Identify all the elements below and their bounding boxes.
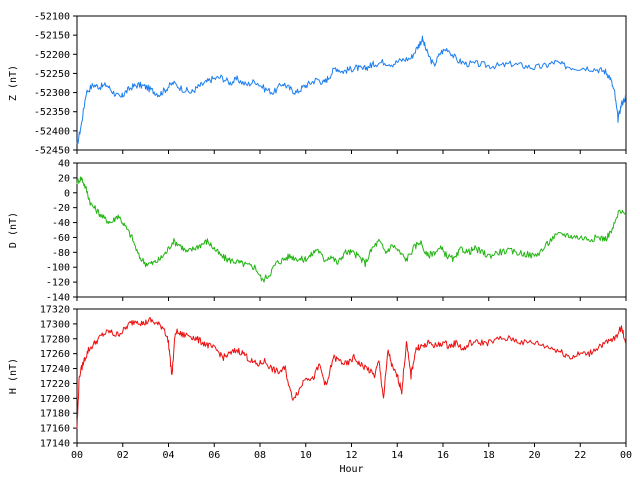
y-tick-label: 17160 <box>40 424 70 435</box>
y-tick-label: -20 <box>52 203 70 214</box>
y-tick-label: -52450 <box>34 146 70 157</box>
x-tick-label: 08 <box>254 450 266 461</box>
y-axis-label: H (nT) <box>8 358 19 394</box>
y-tick-label: 0 <box>64 188 70 199</box>
y-tick-label: 17140 <box>40 439 70 450</box>
panel-frame-1 <box>76 162 627 298</box>
x-axis-label: Hour <box>339 464 363 475</box>
y-tick-label: 17280 <box>40 334 70 345</box>
y-tick-label: 17320 <box>40 305 70 316</box>
series-line-2 <box>76 317 627 430</box>
y-tick-label: -52250 <box>34 69 70 80</box>
y-tick-label: -52350 <box>34 107 70 118</box>
y-tick-label: 40 <box>58 159 70 170</box>
y-tick-label: 17300 <box>40 319 70 330</box>
x-tick-label: 14 <box>391 450 403 461</box>
series-line-0 <box>76 35 627 144</box>
x-tick-label: 04 <box>162 450 174 461</box>
x-tick-label: 10 <box>300 450 312 461</box>
y-tick-label: -40 <box>52 218 70 229</box>
y-tick-label: -100 <box>46 263 70 274</box>
panel-frame-2 <box>76 308 627 444</box>
x-tick-label: 00 <box>620 450 632 461</box>
y-tick-label: 17200 <box>40 394 70 405</box>
y-tick-label: -52400 <box>34 126 70 137</box>
y-tick-label: 20 <box>58 173 70 184</box>
x-tick-label: 12 <box>345 450 357 461</box>
x-tick-label: 18 <box>483 450 495 461</box>
y-tick-label: -52300 <box>34 88 70 99</box>
y-tick-label: 17240 <box>40 364 70 375</box>
y-axis-label: Z (nT) <box>8 65 19 101</box>
y-tick-label: -52150 <box>34 31 70 42</box>
y-tick-label: 17220 <box>40 379 70 390</box>
y-tick-label: -120 <box>46 278 70 289</box>
y-tick-label: -52100 <box>34 12 70 23</box>
x-tick-label: 16 <box>437 450 449 461</box>
y-axis-label: D (nT) <box>8 212 19 248</box>
y-tick-label: -52200 <box>34 50 70 61</box>
panel-frame-0 <box>76 15 627 151</box>
x-tick-label: 06 <box>208 450 220 461</box>
x-tick-label: 02 <box>117 450 129 461</box>
x-tick-label: 22 <box>574 450 586 461</box>
y-tick-label: -140 <box>46 293 70 304</box>
y-tick-label: -60 <box>52 233 70 244</box>
series-line-1 <box>76 176 627 283</box>
x-tick-label: 20 <box>528 450 540 461</box>
y-tick-label: -80 <box>52 248 70 259</box>
y-tick-label: 17180 <box>40 409 70 420</box>
y-tick-label: 17260 <box>40 349 70 360</box>
x-tick-label: 00 <box>71 450 83 461</box>
